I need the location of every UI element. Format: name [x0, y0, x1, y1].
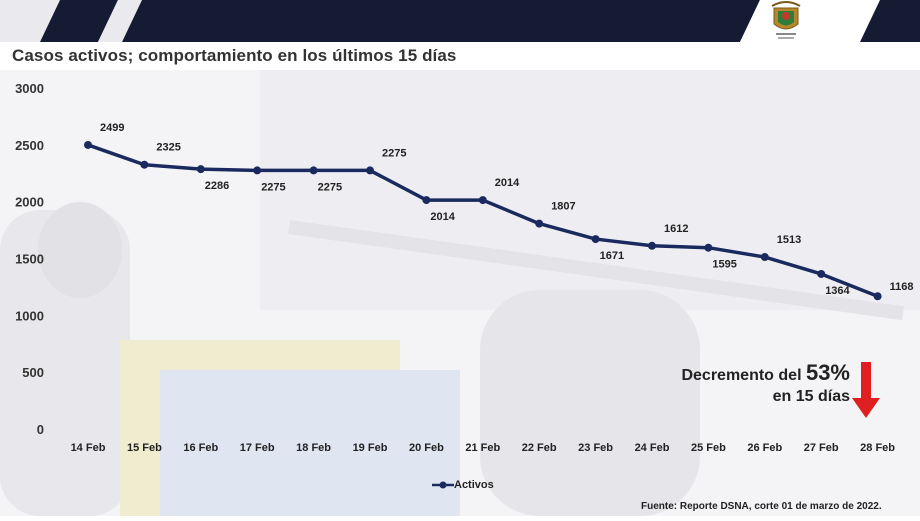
header-bar: [0, 0, 920, 42]
x-tick-label: 21 Feb: [465, 442, 500, 454]
data-point: [478, 196, 487, 205]
data-label: 2499: [100, 122, 124, 134]
x-tick-label: 26 Feb: [747, 442, 782, 454]
data-point: [817, 269, 826, 278]
y-tick-label: 2000: [15, 195, 44, 210]
x-tick-label: 19 Feb: [353, 442, 388, 454]
data-label: 2275: [261, 181, 285, 193]
data-point: [253, 166, 262, 175]
data-label: 1671: [600, 250, 624, 262]
x-tick-label: 24 Feb: [635, 442, 670, 454]
x-tick-label: 22 Feb: [522, 442, 557, 454]
annotation-prefix: Decremento del: [681, 367, 806, 384]
chart-title: Casos activos; comportamiento en los últ…: [12, 46, 457, 65]
data-label: 2325: [156, 142, 180, 154]
y-tick-label: 500: [22, 365, 44, 380]
data-label: 1595: [712, 259, 736, 271]
x-tick-label: 28 Feb: [860, 442, 895, 454]
x-tick-label: 17 Feb: [240, 442, 275, 454]
down-arrow-icon: [852, 362, 880, 418]
data-label: 2014: [430, 211, 455, 223]
data-point: [704, 243, 713, 252]
data-label: 2275: [382, 147, 406, 159]
x-tick-label: 15 Feb: [127, 442, 162, 454]
data-label: 1513: [777, 234, 801, 246]
data-point: [648, 241, 656, 250]
data-point: [873, 292, 882, 301]
data-point: [366, 166, 374, 175]
x-tick-label: 27 Feb: [804, 442, 839, 454]
data-point: [84, 140, 92, 149]
x-tick-label: 14 Feb: [71, 442, 106, 454]
y-tick-label: 3000: [15, 81, 44, 96]
legend-label: Activos: [454, 479, 494, 491]
data-point: [591, 235, 600, 244]
y-tick-label: 2500: [15, 138, 44, 153]
background-photo-shapes: [0, 70, 920, 516]
background-photo: [0, 70, 920, 516]
data-label: 2286: [205, 180, 229, 192]
x-tick-label: 16 Feb: [183, 442, 218, 454]
data-label: 1807: [551, 201, 575, 213]
x-tick-label: 18 Feb: [296, 442, 331, 454]
data-point: [760, 253, 769, 262]
data-label: 1364: [825, 285, 850, 297]
data-label: 1612: [664, 223, 688, 235]
data-label: 2275: [318, 181, 342, 193]
chart-legend: Activos: [432, 479, 494, 491]
annotation-suffix: en 15 días: [772, 388, 850, 405]
data-point: [422, 196, 431, 205]
legend-line-marker: [432, 481, 454, 489]
y-tick-label: 1000: [15, 308, 44, 323]
data-point: [140, 160, 149, 169]
source-note: Fuente: Reporte DSNA, corte 01 de marzo …: [641, 501, 882, 512]
decrease-annotation: Decremento del 53% en 15 días: [640, 360, 850, 406]
data-point: [309, 166, 318, 175]
data-point: [535, 219, 544, 228]
y-tick-label: 1500: [15, 252, 44, 267]
x-tick-label: 20 Feb: [409, 442, 444, 454]
data-label: 1168: [890, 281, 914, 293]
x-tick-label: 23 Feb: [578, 442, 613, 454]
annotation-percent: 53%: [805, 360, 850, 385]
data-label: 2014: [495, 177, 520, 189]
coat-of-arms-icon: [771, 1, 801, 39]
data-point: [196, 165, 205, 174]
series-line-activos: [87, 143, 879, 298]
y-tick-label: 0: [37, 422, 44, 437]
x-tick-label: 25 Feb: [691, 442, 726, 454]
